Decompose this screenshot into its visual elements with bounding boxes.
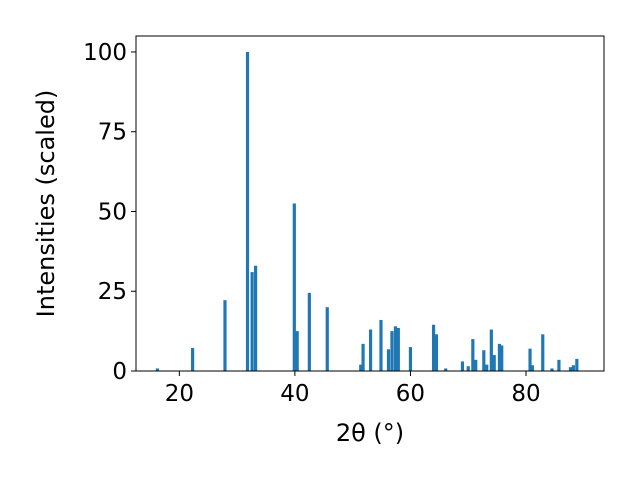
bar (254, 265, 258, 371)
bar (155, 368, 159, 371)
x-tick-label: 60 (396, 381, 425, 407)
bar (530, 365, 534, 371)
bar (482, 350, 486, 371)
bar (500, 345, 504, 371)
bar (359, 364, 363, 371)
bar (223, 300, 227, 371)
x-axis-ticks: 20 40 60 80 (165, 371, 541, 407)
bar (575, 358, 579, 371)
bar (541, 334, 545, 371)
bar (489, 329, 493, 371)
bar (444, 368, 448, 371)
bar (396, 327, 400, 371)
bar (571, 365, 575, 371)
bar (325, 307, 329, 371)
bar (390, 331, 394, 371)
bar (466, 366, 470, 371)
x-tick-label: 80 (511, 381, 540, 407)
x-tick-label: 40 (280, 381, 309, 407)
bar (307, 292, 311, 371)
bar (361, 343, 365, 371)
bar (485, 364, 489, 371)
bar (250, 272, 254, 371)
y-tick-label: 75 (98, 120, 127, 146)
x-axis-label: 2θ (°) (336, 419, 404, 447)
bar (368, 329, 373, 371)
bar (386, 349, 391, 371)
bar (550, 368, 554, 371)
y-tick-label: 0 (112, 359, 127, 385)
bar (245, 51, 250, 371)
bar (557, 359, 561, 371)
bar-series (155, 51, 579, 371)
y-tick-label: 50 (98, 199, 127, 225)
bar (431, 324, 436, 371)
x-tick-label: 20 (165, 381, 194, 407)
bar (568, 367, 573, 371)
plot-frame (135, 35, 605, 372)
bar (379, 319, 383, 371)
bar (492, 355, 496, 371)
bar (497, 343, 502, 371)
bar (393, 326, 398, 371)
bar (474, 359, 478, 371)
bar (471, 339, 475, 371)
y-axis-ticks: 0 25 50 75 100 (83, 40, 136, 385)
y-tick-label: 25 (98, 279, 127, 305)
bar (528, 348, 532, 371)
bar (292, 203, 296, 371)
y-axis-label: Intensities (scaled) (32, 90, 60, 318)
bar (434, 334, 439, 371)
y-tick-label: 100 (83, 40, 127, 66)
bar (191, 348, 195, 371)
bar (295, 331, 299, 371)
bar (460, 361, 465, 371)
bar (408, 347, 413, 371)
